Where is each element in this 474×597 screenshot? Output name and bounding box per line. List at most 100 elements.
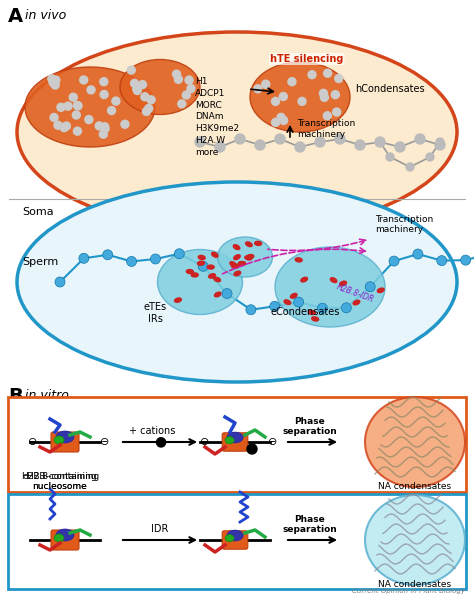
FancyBboxPatch shape [8, 397, 466, 492]
Ellipse shape [214, 277, 220, 282]
Text: hTE silencing: hTE silencing [270, 54, 343, 64]
Ellipse shape [238, 261, 245, 266]
Text: + cations: + cations [129, 426, 175, 436]
Circle shape [74, 102, 82, 110]
Circle shape [315, 137, 325, 147]
Ellipse shape [56, 529, 74, 541]
Circle shape [246, 304, 256, 315]
Ellipse shape [186, 269, 193, 273]
Circle shape [182, 91, 190, 99]
Circle shape [335, 75, 343, 82]
Circle shape [187, 85, 195, 93]
Ellipse shape [198, 261, 204, 265]
Circle shape [395, 142, 405, 152]
Circle shape [64, 102, 72, 110]
Circle shape [461, 255, 471, 265]
Circle shape [280, 116, 288, 124]
Circle shape [51, 81, 59, 89]
Ellipse shape [245, 256, 252, 260]
Circle shape [318, 303, 328, 313]
Text: NA condensates: NA condensates [378, 580, 452, 589]
Ellipse shape [207, 265, 214, 269]
Ellipse shape [214, 292, 221, 297]
Circle shape [52, 76, 60, 84]
Circle shape [331, 91, 339, 99]
Text: Transcription
machinery: Transcription machinery [297, 119, 355, 139]
Ellipse shape [255, 241, 262, 245]
Circle shape [185, 76, 193, 84]
Text: H2B.8-IDR: H2B.8-IDR [335, 282, 375, 304]
Circle shape [324, 69, 332, 77]
Circle shape [150, 254, 160, 264]
Ellipse shape [230, 261, 237, 267]
Circle shape [73, 111, 80, 119]
Circle shape [335, 134, 345, 144]
Circle shape [413, 249, 423, 259]
Circle shape [319, 90, 328, 97]
Text: Transcription
machinery: Transcription machinery [375, 214, 433, 234]
Text: ●: ● [154, 434, 166, 448]
Text: in vivo: in vivo [25, 9, 66, 22]
Circle shape [48, 75, 56, 83]
Circle shape [108, 107, 116, 115]
Text: cH2B-containing
nucleosome: cH2B-containing nucleosome [23, 472, 97, 491]
Ellipse shape [198, 256, 205, 260]
Circle shape [133, 87, 141, 94]
Circle shape [128, 66, 135, 74]
Ellipse shape [157, 250, 243, 315]
Circle shape [174, 75, 182, 84]
Ellipse shape [227, 432, 243, 443]
Circle shape [320, 93, 328, 101]
Circle shape [365, 282, 375, 292]
Circle shape [295, 142, 305, 152]
Text: A: A [8, 7, 23, 26]
Text: ⊖: ⊖ [200, 437, 210, 447]
Circle shape [143, 107, 150, 115]
Circle shape [73, 127, 82, 135]
Circle shape [222, 288, 232, 298]
Text: H1
ADCP1
MORC
DNAm
H3K9me2
H2A.W
more: H1 ADCP1 MORC DNAm H3K9me2 H2A.W more [195, 77, 239, 157]
Circle shape [57, 103, 65, 111]
Circle shape [298, 97, 306, 105]
Text: Phase
separation: Phase separation [283, 417, 337, 436]
Ellipse shape [291, 294, 297, 298]
Text: B: B [8, 387, 23, 406]
Circle shape [103, 250, 113, 260]
Circle shape [262, 80, 270, 88]
Circle shape [195, 137, 205, 147]
Text: ⊖: ⊖ [268, 437, 277, 447]
Ellipse shape [227, 530, 243, 541]
Text: IDR: IDR [151, 524, 169, 534]
Text: Soma: Soma [22, 207, 54, 217]
Circle shape [293, 297, 304, 307]
Circle shape [85, 116, 93, 124]
Text: in vitro: in vitro [25, 389, 69, 402]
Circle shape [255, 140, 265, 150]
Circle shape [275, 134, 285, 144]
Circle shape [100, 91, 108, 99]
Circle shape [121, 120, 129, 128]
Text: hCondensates: hCondensates [355, 84, 425, 94]
Circle shape [308, 70, 316, 79]
Text: H2B.8-containing
nucleosome: H2B.8-containing nucleosome [21, 472, 99, 491]
FancyBboxPatch shape [222, 433, 248, 451]
Circle shape [437, 256, 447, 266]
Ellipse shape [232, 264, 238, 268]
Text: eTEs
IRs: eTEs IRs [144, 302, 166, 324]
Text: eCondensates: eCondensates [270, 307, 340, 317]
Ellipse shape [54, 534, 64, 542]
Circle shape [247, 444, 257, 454]
Circle shape [198, 261, 208, 272]
Ellipse shape [218, 237, 273, 277]
Ellipse shape [17, 182, 457, 382]
Circle shape [63, 122, 70, 130]
Circle shape [406, 163, 414, 171]
Circle shape [127, 257, 137, 266]
Circle shape [54, 121, 62, 129]
Circle shape [178, 100, 186, 108]
Circle shape [73, 101, 82, 109]
Circle shape [138, 81, 146, 88]
Circle shape [386, 153, 394, 161]
Ellipse shape [309, 310, 315, 315]
Circle shape [79, 253, 89, 263]
